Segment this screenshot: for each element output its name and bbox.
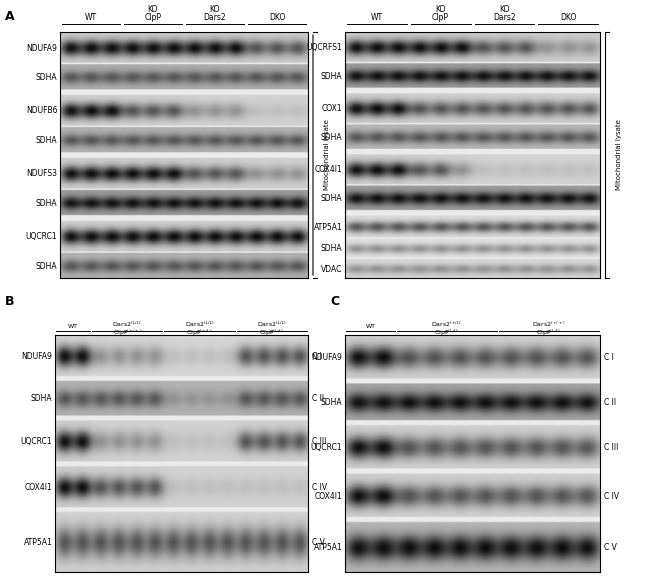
Text: Cre$^{(+/T)}$: Cre$^{(+/T)}$ <box>436 338 459 347</box>
Text: SDHA: SDHA <box>321 398 343 407</box>
Text: C I: C I <box>311 352 321 361</box>
Text: NDUFB6: NDUFB6 <box>26 107 57 115</box>
Text: SDHA: SDHA <box>321 244 343 253</box>
Text: Cre$^{(+/T)}$: Cre$^{(+/T)}$ <box>260 338 283 347</box>
Text: NDUFA9: NDUFA9 <box>27 43 57 53</box>
Text: WT: WT <box>370 13 383 22</box>
Text: KO: KO <box>148 5 158 14</box>
Text: Dars2: Dars2 <box>203 13 226 22</box>
Text: SDHA: SDHA <box>36 73 57 82</box>
Text: Cre$^{(+/T)}$: Cre$^{(+/T)}$ <box>116 338 139 347</box>
Text: C V: C V <box>311 538 324 547</box>
Text: Cre$^{(+/T)}$: Cre$^{(+/T)}$ <box>537 338 561 347</box>
Text: C II: C II <box>311 394 324 404</box>
Text: KO: KO <box>499 5 510 14</box>
Text: Dars2: Dars2 <box>493 13 515 22</box>
Text: SDHA: SDHA <box>36 262 57 270</box>
Text: COX4I1: COX4I1 <box>315 492 343 501</box>
Text: NDUFS3: NDUFS3 <box>27 170 57 178</box>
Text: ClpP: ClpP <box>144 13 161 22</box>
Text: SDHA: SDHA <box>321 72 343 80</box>
Text: SDHA: SDHA <box>36 136 57 145</box>
Text: ClpP: ClpP <box>432 13 449 22</box>
Text: COX1: COX1 <box>322 104 343 113</box>
Text: NDUFA9: NDUFA9 <box>21 352 53 361</box>
Text: C III: C III <box>604 443 618 452</box>
Text: ClpP$^{(L/L)}$: ClpP$^{(L/L)}$ <box>259 328 285 338</box>
Text: ClpP$^{(+/L)}$: ClpP$^{(+/L)}$ <box>187 328 213 338</box>
Text: B: B <box>5 295 14 308</box>
Text: Mitochondrial lysate: Mitochondrial lysate <box>616 119 622 190</box>
Text: DKO: DKO <box>560 13 577 22</box>
Text: WT: WT <box>68 324 78 329</box>
Text: DKO: DKO <box>269 13 285 22</box>
Text: C IV: C IV <box>604 492 619 501</box>
Text: COX4I1: COX4I1 <box>25 483 53 492</box>
Text: C V: C V <box>604 543 616 552</box>
Text: C III: C III <box>311 437 326 446</box>
Text: SDHA: SDHA <box>31 394 53 404</box>
Text: COX4I1: COX4I1 <box>315 166 343 174</box>
Text: SDHA: SDHA <box>321 133 343 142</box>
Text: NDUFA9: NDUFA9 <box>311 353 343 362</box>
Text: C II: C II <box>604 398 616 407</box>
Text: Dars2$^{(L/L)}$: Dars2$^{(L/L)}$ <box>112 320 142 329</box>
Text: © WILEY: © WILEY <box>471 42 514 52</box>
Text: ATP5A1: ATP5A1 <box>24 538 53 547</box>
Text: Cre$^{(+/T)}$: Cre$^{(+/T)}$ <box>188 338 211 347</box>
Text: ClpP$^{(L/L)}$: ClpP$^{(L/L)}$ <box>536 328 562 338</box>
Text: Dars2$^{(+/L)}$: Dars2$^{(+/L)}$ <box>432 320 463 329</box>
Text: ClpP$^{(L/L)}$: ClpP$^{(L/L)}$ <box>434 328 460 338</box>
Text: WT: WT <box>365 324 376 329</box>
Text: UQCRFS1: UQCRFS1 <box>307 43 343 52</box>
Text: Dars2$^{(+/+)}$: Dars2$^{(+/+)}$ <box>532 320 566 329</box>
Text: ClpP$^{(+/+)}$: ClpP$^{(+/+)}$ <box>112 328 142 338</box>
Text: SDHA: SDHA <box>321 194 343 203</box>
Text: ATP5A1: ATP5A1 <box>314 222 343 232</box>
Text: UQCRC1: UQCRC1 <box>311 443 343 452</box>
Text: C IV: C IV <box>311 483 327 492</box>
Text: Mitochondrial lysate: Mitochondrial lysate <box>324 119 330 190</box>
Text: VDAC: VDAC <box>321 265 343 274</box>
Text: KO: KO <box>210 5 220 14</box>
Text: WT: WT <box>85 13 97 22</box>
Text: UQCRC1: UQCRC1 <box>26 232 57 241</box>
Text: UQCRC1: UQCRC1 <box>21 437 53 446</box>
Text: Dars2$^{(L/L)}$: Dars2$^{(L/L)}$ <box>185 320 215 329</box>
Text: C I: C I <box>604 353 614 362</box>
Text: KO: KO <box>436 5 446 14</box>
Text: SDHA: SDHA <box>36 199 57 208</box>
Text: ATP5A1: ATP5A1 <box>314 543 343 552</box>
Text: C: C <box>330 295 339 308</box>
Text: Dars2$^{(L/L)}$: Dars2$^{(L/L)}$ <box>257 320 287 329</box>
Text: A: A <box>5 10 14 23</box>
